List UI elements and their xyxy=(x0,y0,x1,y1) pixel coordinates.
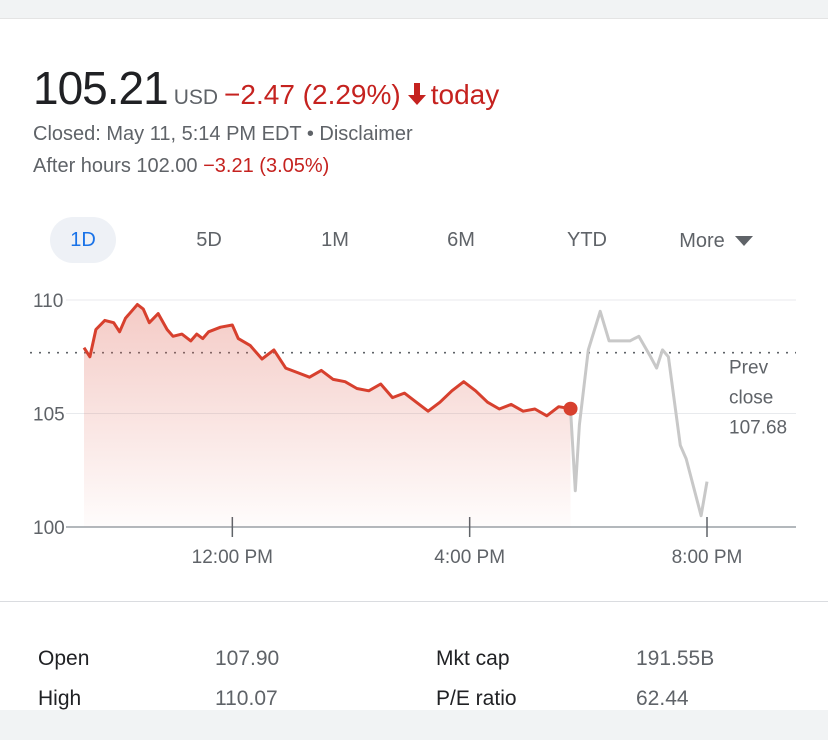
stat-open-label: Open xyxy=(38,647,90,670)
regular-session-area xyxy=(84,304,571,527)
after-hours-line xyxy=(569,309,709,518)
stat-open-value: 107.90 xyxy=(215,647,280,670)
after-hours-row: After hours 102.00 −3.21 (3.05%) xyxy=(33,155,329,178)
prev-close-label: 107.68 xyxy=(729,418,787,439)
after-hours-price: After hours 102.00 xyxy=(33,155,198,177)
currency-code: USD xyxy=(173,86,219,109)
prev-close-label: Prev xyxy=(729,358,769,379)
tab-6m[interactable]: 6M xyxy=(447,229,475,251)
y-tick-label: 100 xyxy=(33,518,65,539)
stat-mktcap-label: Mkt cap xyxy=(436,647,510,670)
market-status: Closed: May 11, 5:14 PM EDT • Disclaimer xyxy=(33,123,413,145)
x-tick-label: 12:00 PM xyxy=(192,547,273,568)
intraday-price-chart: 110 105 100 12:00 PM 4:00 PM 8:00 PM Prev close… xyxy=(30,291,796,568)
stock-quote-card: 105.21 USD −2.47 (2.29%) today Closed: May … xyxy=(0,18,828,711)
x-tick-label: 4:00 PM xyxy=(434,547,505,568)
after-hours-change: −3.21 (3.05%) xyxy=(203,155,330,177)
price-row: 105.21 USD −2.47 (2.29%) today xyxy=(33,61,499,115)
tab-1d[interactable]: 1D xyxy=(50,217,116,263)
y-tick-label: 105 xyxy=(33,405,65,426)
stat-mktcap-value: 191.55B xyxy=(636,647,715,670)
tab-ytd[interactable]: YTD xyxy=(567,229,607,251)
stat-pe-label: P/E ratio xyxy=(436,687,517,710)
y-tick-label: 110 xyxy=(33,291,63,312)
page-bottom-strip xyxy=(0,710,828,740)
change-period: today xyxy=(430,79,500,110)
price-change: −2.47 (2.29%) xyxy=(224,79,401,110)
caret-down-icon xyxy=(734,217,753,263)
current-price: 105.21 xyxy=(33,62,169,114)
stat-pe-value: 62.44 xyxy=(636,687,689,710)
tab-1m[interactable]: 1M xyxy=(321,229,349,251)
x-tick-label: 8:00 PM xyxy=(672,547,743,568)
tab-more[interactable]: More xyxy=(664,217,768,263)
tab-5d[interactable]: 5D xyxy=(196,229,222,251)
stat-high-value: 110.07 xyxy=(215,687,278,710)
close-price-marker xyxy=(563,401,578,416)
section-divider xyxy=(0,601,828,602)
arrow-down-icon xyxy=(407,82,427,111)
regular-session-line xyxy=(82,303,571,418)
prev-close-label: close xyxy=(729,388,773,409)
stat-high-label: High xyxy=(38,687,82,710)
range-tabs: 1D 5D 1M 6M YTD More xyxy=(0,217,828,265)
tab-more-label: More xyxy=(679,230,725,252)
